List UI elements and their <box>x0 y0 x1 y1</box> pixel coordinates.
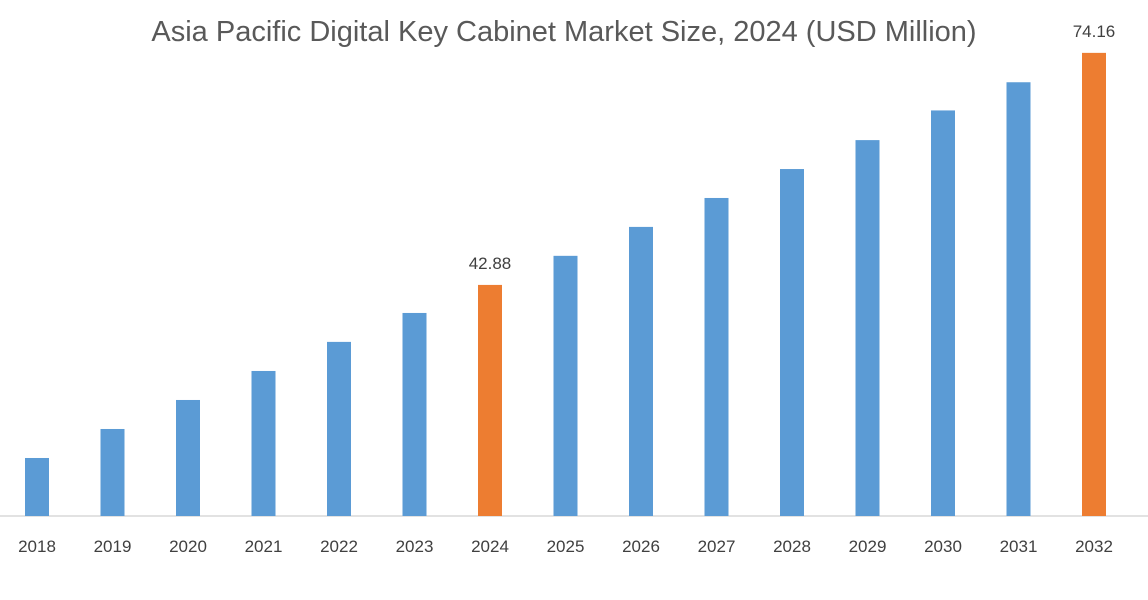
bar-2022 <box>327 341 351 516</box>
x-tick-label: 2023 <box>396 537 434 556</box>
x-tick-label: 2025 <box>547 537 585 556</box>
bar-2027 <box>704 197 729 516</box>
x-tick-label: 2026 <box>622 537 660 556</box>
x-tick-label: 2021 <box>245 537 283 556</box>
x-tick-label: 2022 <box>320 537 358 556</box>
data-label-2024: 42.88 <box>469 254 512 273</box>
x-tick-label: 2018 <box>18 537 56 556</box>
x-tick-label: 2030 <box>924 537 962 556</box>
chart-title: Asia Pacific Digital Key Cabinet Market … <box>151 16 977 48</box>
bar-2031 <box>1006 82 1031 517</box>
x-tick-label: 2031 <box>1000 537 1038 556</box>
bar-2029 <box>855 140 880 516</box>
x-tick-label: 2027 <box>698 537 736 556</box>
bar-2032 <box>1082 52 1106 516</box>
x-tick-label: 2029 <box>849 537 887 556</box>
x-tick-label: 2024 <box>471 537 509 556</box>
bar-2026 <box>629 226 653 517</box>
bar-2030 <box>931 110 955 516</box>
bar-2019 <box>100 428 125 516</box>
data-label-2032: 74.16 <box>1073 22 1116 41</box>
bar-2028 <box>780 169 804 516</box>
bar-2023 <box>402 312 427 516</box>
bar-2021 <box>251 370 276 516</box>
x-tick-label: 2019 <box>94 537 132 556</box>
bar-2024 <box>478 284 502 516</box>
x-tick-label: 2020 <box>169 537 207 556</box>
x-tick-label: 2032 <box>1075 537 1113 556</box>
bar-2025 <box>553 255 578 516</box>
x-tick-label: 2028 <box>773 537 811 556</box>
bar-2018 <box>25 457 49 516</box>
bar-2020 <box>176 399 200 516</box>
